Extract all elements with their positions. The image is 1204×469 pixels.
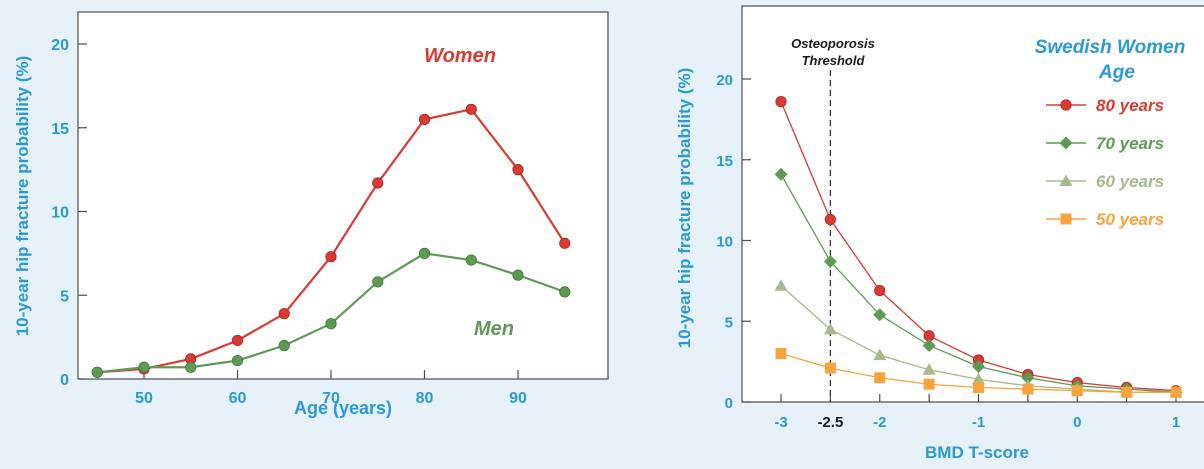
chart1-x-tick-label: 70: [322, 390, 340, 407]
chart1: 0 5 10 15 20 50 60 70 80 90 Age (years) 10-year …: [13, 11, 609, 418]
age-60-years-point: [774, 279, 788, 291]
age-60-years-point: [972, 372, 985, 385]
age-70-years-point: [922, 338, 936, 352]
men-point: [91, 366, 103, 378]
legend-70-years-label: 70 years: [1096, 134, 1164, 153]
chart1-y-tick-label: 10: [51, 205, 69, 222]
chart1-y-tick-label: 20: [51, 37, 69, 54]
legend-70-years-marker: [1059, 136, 1073, 150]
age-60-years-point: [922, 363, 936, 375]
chart1-x-tick-label: 50: [135, 390, 153, 407]
age-50-years-point: [874, 372, 886, 384]
women-point: [559, 237, 571, 249]
chart2-y-axis: 0 5 10 15 20: [716, 72, 751, 412]
men-point: [372, 276, 384, 288]
men-point: [465, 254, 477, 266]
chart1-x-tick-label: 60: [229, 390, 247, 407]
chart2-legend: Swedish Women Age 80 years 70 years 60 yea…: [1035, 37, 1186, 229]
chart2: 0 5 10 15 20 -3 -2.5 -2 -1 0 1 BMD T-score 10-yea…: [675, 5, 1204, 462]
chart2-plot-area: [741, 5, 1204, 403]
age-70-years-point: [1021, 371, 1035, 385]
age-80-years-point: [824, 213, 836, 226]
men-point: [559, 286, 571, 298]
threshold-label-line2: Threshold: [802, 53, 866, 68]
legend-items: 80 years 70 years 60 years 50 years: [1046, 96, 1164, 229]
women-point: [325, 251, 337, 263]
chart2-x-tick-label: -1: [972, 414, 985, 431]
women-point: [465, 103, 477, 115]
age-50-years-point: [775, 348, 787, 360]
age-60-years-point: [873, 348, 887, 361]
chart2-x-tick-label: -2: [873, 414, 886, 431]
age-50-years-point: [1121, 386, 1133, 398]
chart1-x-tick-label: 80: [416, 390, 434, 407]
threshold-label-line1: Osteoporosis: [791, 36, 875, 51]
chart2-x-tick-label: 0: [1073, 414, 1081, 431]
chart2-x-tick-label: -3: [774, 414, 787, 431]
chart2-x-tick-label: -2.5: [817, 414, 843, 431]
age-50-years-point: [923, 378, 935, 390]
men-point: [278, 339, 290, 352]
chart1-x-axis-label: Age (years): [294, 398, 392, 418]
men-point: [138, 361, 150, 373]
legend-60-years-label: 60 years: [1096, 172, 1164, 191]
chart2-y-tick-label: 15: [716, 153, 733, 170]
chart2-x-tick-label: 1: [1172, 414, 1180, 431]
age-80-years-point: [775, 96, 787, 108]
chart2-x-axis: -3 -2.5 -2 -1 0 1: [774, 394, 1180, 431]
chart1-y-tick-label: 5: [60, 288, 69, 305]
chart2-y-tick-label: 5: [725, 314, 733, 331]
chart2-x-axis-label: BMD T-score: [925, 443, 1029, 462]
women-point: [231, 334, 244, 347]
women-point: [512, 164, 524, 176]
women-series-label: Women: [424, 45, 496, 67]
chart2-y-tick-label: 10: [716, 234, 733, 251]
age-50-years-point: [1071, 385, 1083, 397]
men-point: [418, 247, 431, 259]
legend-80-years-label: 80 years: [1096, 96, 1164, 115]
men-series-label: Men: [474, 318, 514, 340]
women-point: [418, 113, 431, 125]
men-point: [185, 361, 197, 373]
chart1-x-tick-label: 90: [509, 390, 527, 407]
age-80-years-point: [874, 284, 886, 297]
age-60-years-point: [823, 322, 837, 335]
legend-80-years-marker: [1060, 99, 1072, 111]
women-point: [278, 308, 290, 320]
chart1-plot-area: [77, 11, 609, 380]
age-50-years-point: [1022, 383, 1034, 395]
chart2-y-axis-label: 10-year hip fracture probability (%): [675, 68, 694, 349]
age-70-years-point: [774, 167, 788, 181]
women-point: [372, 177, 384, 189]
age-50-years-point: [1170, 386, 1182, 398]
men-point: [512, 269, 524, 281]
chart1-series: [91, 103, 571, 378]
chart2-y-tick-label: 0: [725, 395, 733, 412]
chart1-y-tick-label: 15: [51, 121, 69, 138]
legend-60-years-marker: [1059, 174, 1073, 186]
chart2-series: [774, 96, 1183, 399]
legend-50-years-label: 50 years: [1096, 210, 1164, 229]
legend-title-line2: Age: [1098, 62, 1135, 83]
chart2-y-tick-label: 20: [716, 72, 733, 89]
age-70-years-point: [823, 254, 837, 268]
chart1-y-axis: 0 5 10 15 20: [51, 37, 87, 389]
men-point: [325, 318, 337, 330]
chart1-y-tick-label: 0: [60, 372, 69, 389]
age-70-years-point: [972, 359, 985, 373]
age-50-years-point: [973, 381, 984, 393]
men-point: [231, 354, 244, 367]
age-70-years-point: [873, 308, 887, 322]
legend-title-line1: Swedish Women: [1035, 37, 1186, 58]
legend-50-years-marker: [1060, 213, 1072, 225]
chart1-y-axis-label: 10-year hip fracture probability (%): [13, 56, 32, 337]
age-50-years-point: [824, 362, 836, 374]
